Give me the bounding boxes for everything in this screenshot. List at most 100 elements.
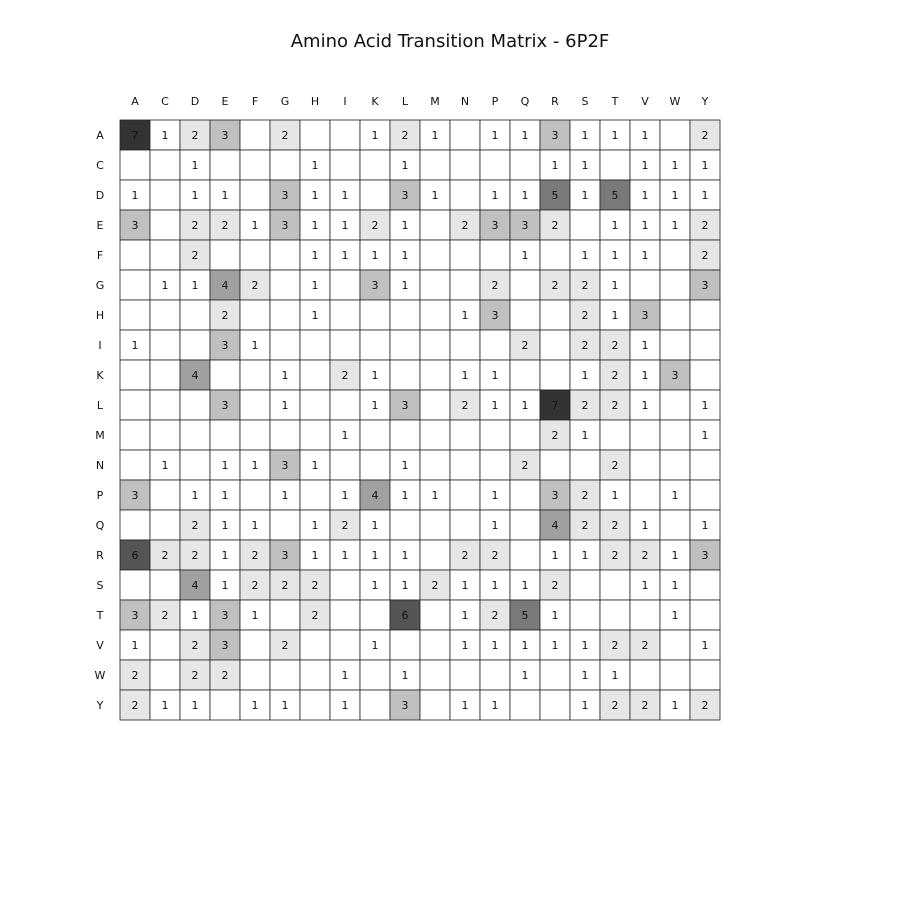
heatmap-cell: [359, 689, 391, 721]
heatmap-cell: [629, 629, 661, 661]
cell-value-label: 1: [612, 669, 619, 682]
heatmap-cell: [629, 569, 661, 601]
y-tick-label: P: [97, 489, 104, 502]
heatmap-cell: [479, 179, 511, 211]
cell-value-label: 1: [402, 249, 409, 262]
cell-value-label: 1: [162, 699, 169, 712]
heatmap-cell: [539, 359, 571, 391]
cell-value-label: 1: [522, 639, 529, 652]
heatmap-cell: [149, 179, 181, 211]
heatmap-cell: [479, 449, 511, 481]
cell-value-label: 1: [192, 699, 199, 712]
heatmap-cell: [119, 239, 151, 271]
cell-value-label: 3: [132, 219, 139, 232]
cell-value-label: 1: [312, 219, 319, 232]
heatmap-cell: [689, 599, 721, 631]
heatmap-cell: [269, 569, 301, 601]
heatmap-cell: [239, 179, 271, 211]
cell-value-label: 1: [342, 669, 349, 682]
heatmap-cell: [539, 239, 571, 271]
cell-value-label: 1: [222, 519, 229, 532]
heatmap-cell: [419, 449, 451, 481]
cell-value-label: 1: [252, 339, 259, 352]
heatmap-cell: [209, 449, 241, 481]
cell-value-label: 1: [642, 129, 649, 142]
heatmap-cell: [299, 479, 331, 511]
heatmap-cell: [689, 119, 721, 151]
heatmap-cell: [149, 389, 181, 421]
heatmap-cell: [329, 569, 361, 601]
heatmap-cell: [239, 359, 271, 391]
cell-value-label: 1: [672, 219, 679, 232]
heatmap-cell: [179, 299, 211, 331]
cell-value-label: 1: [162, 129, 169, 142]
cell-value-label: 1: [672, 549, 679, 562]
cell-value-label: 2: [222, 669, 229, 682]
cell-value-label: 2: [132, 699, 139, 712]
cell-value-label: 1: [342, 249, 349, 262]
cell-value-label: 2: [582, 279, 589, 292]
cell-value-label: 2: [582, 309, 589, 322]
heatmap-cell: [689, 209, 721, 241]
heatmap-cell: [689, 149, 721, 181]
heatmap-cell: [209, 659, 241, 691]
heatmap-cell: [509, 479, 541, 511]
heatmap-cell: [419, 269, 451, 301]
cell-value-label: 1: [252, 609, 259, 622]
chart-title: Amino Acid Transition Matrix - 6P2F: [290, 31, 610, 52]
cell-value-label: 1: [312, 249, 319, 262]
cell-value-label: 1: [582, 369, 589, 382]
x-tick-label: R: [551, 95, 559, 108]
cell-value-label: 1: [372, 519, 379, 532]
heatmap-cell: [629, 119, 661, 151]
heatmap-cell: [629, 179, 661, 211]
cell-value-label: 4: [192, 579, 199, 592]
cell-value-label: 1: [222, 459, 229, 472]
cell-value-label: 2: [582, 399, 589, 412]
cell-value-label: 1: [192, 489, 199, 502]
cell-value-label: 3: [222, 609, 229, 622]
y-tick-label: Q: [96, 519, 105, 532]
cell-value-label: 2: [252, 279, 259, 292]
heatmap-cell: [239, 569, 271, 601]
heatmap-cell: [539, 689, 571, 721]
heatmap-cell: [179, 659, 211, 691]
heatmap-cell: [479, 239, 511, 271]
cell-value-label: 1: [282, 489, 289, 502]
heatmap-cell: [449, 659, 481, 691]
cell-value-label: 3: [642, 309, 649, 322]
cell-value-label: 1: [342, 429, 349, 442]
heatmap-cell: [389, 119, 421, 151]
cell-value-label: 3: [702, 549, 709, 562]
heatmap-cell: [509, 269, 541, 301]
heatmap-cell: [179, 209, 211, 241]
heatmap-cell: [359, 149, 391, 181]
cell-value-label: 1: [402, 669, 409, 682]
heatmap-cell: [659, 569, 691, 601]
cell-value-label: 1: [672, 489, 679, 502]
heatmap-cell: [599, 479, 631, 511]
heatmap-cell: [299, 659, 331, 691]
heatmap-cell: [629, 209, 661, 241]
heatmap-cell: [419, 569, 451, 601]
heatmap-cell: [599, 509, 631, 541]
heatmap-cell: [179, 509, 211, 541]
heatmap-cell: [449, 509, 481, 541]
heatmap-cell: [359, 329, 391, 361]
heatmap-cell: [479, 509, 511, 541]
heatmap-cell: [179, 599, 211, 631]
cell-value-label: 1: [132, 189, 139, 202]
cell-value-label: 1: [252, 699, 259, 712]
heatmap-cell: [419, 329, 451, 361]
heatmap-cell: [239, 299, 271, 331]
cell-value-label: 2: [222, 309, 229, 322]
heatmap-cell: [629, 599, 661, 631]
heatmap-cell: [389, 509, 421, 541]
cell-value-label: 1: [492, 639, 499, 652]
heatmap-cell: [329, 209, 361, 241]
heatmap-cell: [179, 539, 211, 571]
heatmap-cell: [299, 389, 331, 421]
heatmap-cell: [419, 629, 451, 661]
x-tick-label: E: [222, 95, 229, 108]
cell-value-label: 1: [582, 249, 589, 262]
